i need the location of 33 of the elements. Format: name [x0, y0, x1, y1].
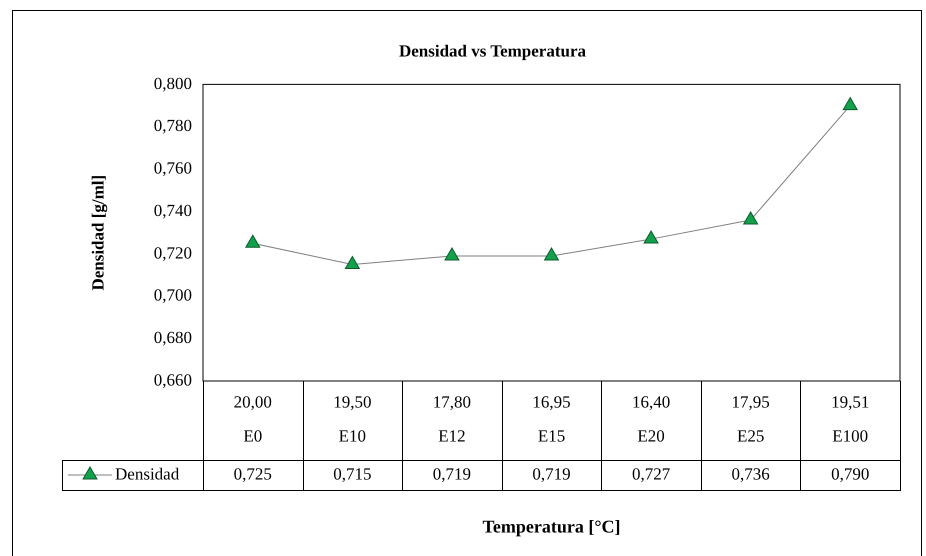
point [245, 234, 260, 248]
data-label: 0,715 [333, 464, 372, 484]
point [444, 248, 460, 261]
data-label: 0,736 [732, 464, 770, 484]
data-label: 0,719 [432, 464, 472, 484]
chart-title: Densidad vs Temperatura [398, 42, 587, 61]
point [544, 248, 559, 261]
point [344, 256, 360, 269]
legend-label: Densidad [115, 464, 180, 484]
data-label: 0,725 [234, 464, 272, 484]
x-tick-label: 16,95 E15 [532, 392, 571, 446]
data-label: 0,727 [632, 464, 671, 484]
y-tick-label: 0,660 [154, 370, 192, 390]
x-tick-label: 19,51 E100 [831, 392, 870, 446]
y-axis-title: Densidad [g/ml] [88, 174, 108, 291]
y-tick-label: 0,800 [154, 74, 192, 93]
x-axis-title: Temperatura [°C] [482, 516, 621, 537]
x-tick-label: 16,40 E20 [632, 392, 670, 446]
point [743, 211, 758, 224]
y-tick-label: 0,680 [154, 328, 192, 348]
y-tick-label: 0,760 [154, 158, 192, 178]
point [842, 97, 858, 110]
data-label: 0,719 [532, 464, 571, 484]
y-tick-label: 0,740 [154, 200, 192, 220]
x-tick-label: 17,95 E25 [732, 392, 770, 446]
x-tick-label: 20,00 E0 [234, 392, 272, 446]
x-tick-label: 19,50 E10 [333, 392, 372, 446]
y-tick-label: 0,780 [154, 116, 192, 136]
y-tick-label: 0,720 [154, 243, 192, 262]
point [644, 230, 658, 244]
y-tick-label: 0,700 [154, 286, 192, 305]
x-tick-label: 17,80 E12 [432, 392, 472, 446]
data-label: 0,790 [831, 464, 870, 484]
